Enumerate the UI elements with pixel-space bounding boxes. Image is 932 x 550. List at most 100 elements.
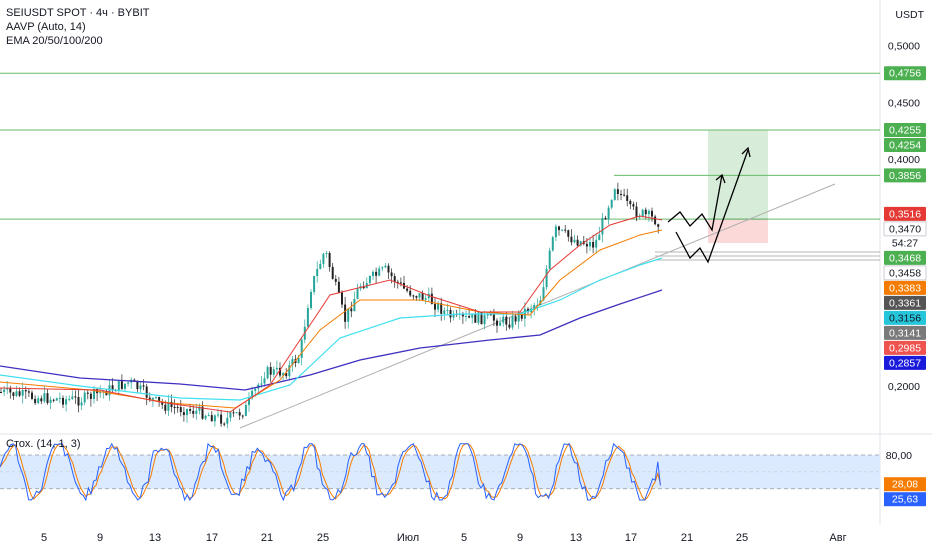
candle-body <box>31 392 33 399</box>
candle-body <box>353 298 356 312</box>
legend-indicator-ema: EMA 20/50/100/200 <box>6 35 103 47</box>
price-tag: 0,3361 <box>884 295 926 310</box>
candle-body <box>409 290 412 296</box>
price-tag-label: 0,3458 <box>889 267 921 279</box>
candle-body <box>204 415 207 419</box>
candle-body <box>412 295 415 297</box>
price-pane[interactable] <box>0 0 932 525</box>
candle-body <box>124 383 126 389</box>
candle-body <box>58 397 61 399</box>
candle-body <box>486 314 489 316</box>
price-axis[interactable]: 0,5000 0,4500 0,4000 0,2000 0,4756 0,4255 0,42… <box>883 41 927 508</box>
candle-body <box>148 397 151 400</box>
candle-body <box>536 304 539 306</box>
candle-body <box>232 412 235 414</box>
candle-body <box>334 278 337 282</box>
candle-body <box>105 391 108 396</box>
candle-body <box>471 314 474 318</box>
stoch-tag-label: 25,63 <box>892 494 918 506</box>
candle-body <box>207 415 210 417</box>
candle-body <box>192 410 195 414</box>
candle-body <box>592 242 595 248</box>
price-tag-bg <box>884 310 926 325</box>
candle-body <box>99 392 102 394</box>
candle-body <box>623 194 626 196</box>
candle-body <box>644 209 647 215</box>
candle-body <box>182 412 185 416</box>
candle-body <box>424 298 427 300</box>
arrow-head-1 <box>715 173 726 184</box>
candle-body <box>579 241 582 246</box>
price-tag-bg <box>884 340 926 355</box>
currency-label: USDT <box>895 9 924 21</box>
candle-body <box>480 312 483 325</box>
candle-body <box>176 407 179 409</box>
candle-body <box>198 406 201 411</box>
time-tick-label: 21 <box>681 532 693 544</box>
candle-body <box>316 268 319 276</box>
stochastic-pane[interactable] <box>0 442 880 502</box>
price-tag: 0,4254 <box>884 138 926 153</box>
price-tag: 0,3470 54:27 <box>883 221 927 249</box>
time-tick-label: 9 <box>517 532 523 544</box>
candle-body <box>613 189 616 200</box>
candle-body <box>607 207 610 220</box>
candle-body <box>558 226 560 231</box>
candle-body <box>34 398 37 404</box>
candle-body <box>638 216 641 218</box>
candle-body <box>74 396 77 398</box>
candle-body <box>610 199 613 208</box>
symbol-legend: SEIUSDT SPOT · 4ч · BYBIT AAVP (Auto, 14… <box>6 6 149 48</box>
candle-body <box>179 407 182 413</box>
candle-body <box>523 308 526 319</box>
candle-body <box>52 399 55 401</box>
candle-body <box>120 381 123 389</box>
candle-body <box>37 398 40 404</box>
price-tag-label: 0,3156 <box>889 312 921 324</box>
price-tag: 0,3383 <box>884 280 926 295</box>
time-tick-label: Июл <box>397 532 419 544</box>
countdown-label: 54:27 <box>892 237 918 249</box>
price-tick-label: 0,5000 <box>888 41 920 53</box>
candle-body <box>421 293 424 300</box>
time-axis[interactable]: 5 9 13 17 21 25 Июл 5 9 13 17 21 25 Авг <box>41 532 847 544</box>
price-tag-bg <box>884 168 926 183</box>
arrow-head-2 <box>741 146 751 158</box>
candle-body <box>570 236 573 243</box>
candle-body <box>161 401 164 405</box>
candle-body <box>545 268 548 288</box>
candle-body <box>430 293 433 304</box>
candle-body <box>151 397 154 400</box>
candle-body <box>248 397 250 405</box>
candle-body <box>434 303 436 310</box>
candle-body <box>341 292 343 305</box>
price-tag-bg <box>884 325 926 340</box>
candle-body <box>291 359 294 366</box>
time-tick-label: 17 <box>206 532 218 544</box>
candle-body <box>375 271 378 276</box>
candle-body <box>654 216 657 225</box>
candle-body <box>337 281 340 293</box>
candle-body <box>418 293 421 298</box>
price-tag-label: 0,3516 <box>889 208 921 220</box>
price-tag-label: 0,4756 <box>889 68 921 80</box>
candle-body <box>136 380 139 390</box>
candle-body <box>251 390 254 398</box>
candle-body <box>241 415 244 417</box>
stoch-tag-bg <box>884 492 926 507</box>
candle-body <box>331 266 334 279</box>
candle-body <box>266 367 269 379</box>
price-tick-label: 0,4000 <box>888 154 920 166</box>
stoch-tick-label: 80,00 <box>886 450 912 462</box>
candle-body <box>71 396 74 399</box>
candle-body <box>244 404 247 416</box>
stoch-tag-label: 28,08 <box>892 479 918 491</box>
candle-body <box>598 234 601 241</box>
candle-body <box>238 412 241 416</box>
price-tag-label: 0,3383 <box>889 282 921 294</box>
candle-body <box>210 415 213 422</box>
candle-body <box>564 229 567 231</box>
candle-body <box>0 392 2 393</box>
candle-body <box>229 412 232 418</box>
